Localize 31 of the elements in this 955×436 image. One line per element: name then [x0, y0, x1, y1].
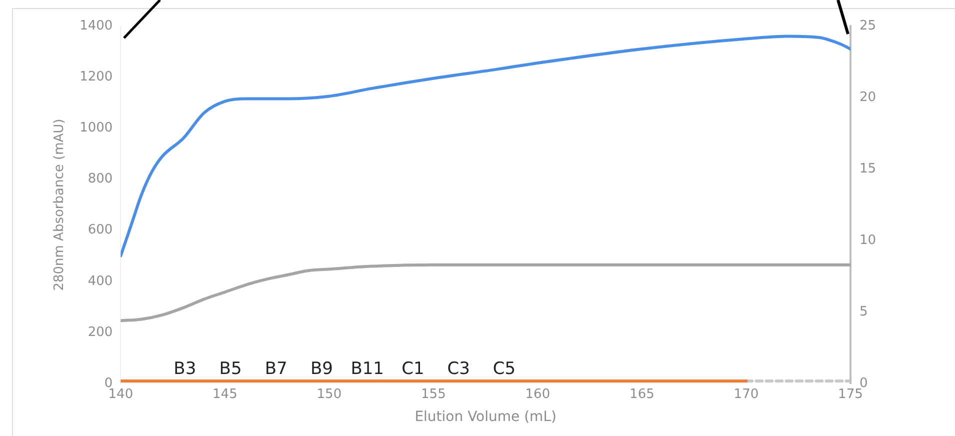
x-tick-label: 160	[525, 386, 550, 402]
annotation: C3	[447, 359, 470, 380]
line-series	[120, 263, 850, 322]
x-axis-title: Elution Volume (mL)	[414, 409, 556, 426]
annotation: B5	[219, 359, 242, 380]
annotation: B11	[350, 359, 384, 380]
annotation: B7	[264, 359, 288, 380]
y2-tick-label: 20	[859, 90, 876, 105]
x-tick-label: 155	[421, 386, 446, 402]
x-tick-label: 145	[212, 386, 238, 402]
y-tick-label: 600	[88, 222, 113, 238]
annotation: C5	[492, 359, 516, 380]
x-tick-label: 150	[316, 386, 342, 402]
line-series	[120, 34, 850, 258]
annotation: B9	[310, 359, 333, 380]
x-tick-label: 170	[734, 386, 759, 402]
y-axis-title: 280nm Absorbance (mAU)	[52, 118, 68, 291]
x-tick-label: 140	[108, 386, 134, 402]
annotation: B3	[174, 359, 196, 380]
y2-tick-label: 25	[859, 18, 876, 34]
y-tick-label: 400	[88, 274, 113, 289]
y2-tick-label: 15	[859, 161, 876, 176]
y-tick-label: 1200	[80, 69, 113, 84]
y-tick-label: 800	[88, 172, 113, 187]
y2-tick-label: 10	[859, 232, 876, 248]
y-tick-label: 1400	[80, 18, 113, 34]
annotation: C1	[402, 359, 424, 380]
y-tick-label: 200	[88, 324, 113, 340]
x-tick-label: 165	[630, 386, 654, 402]
y2-tick-label: 5	[859, 304, 868, 320]
y-tick-label: 1000	[80, 120, 113, 136]
